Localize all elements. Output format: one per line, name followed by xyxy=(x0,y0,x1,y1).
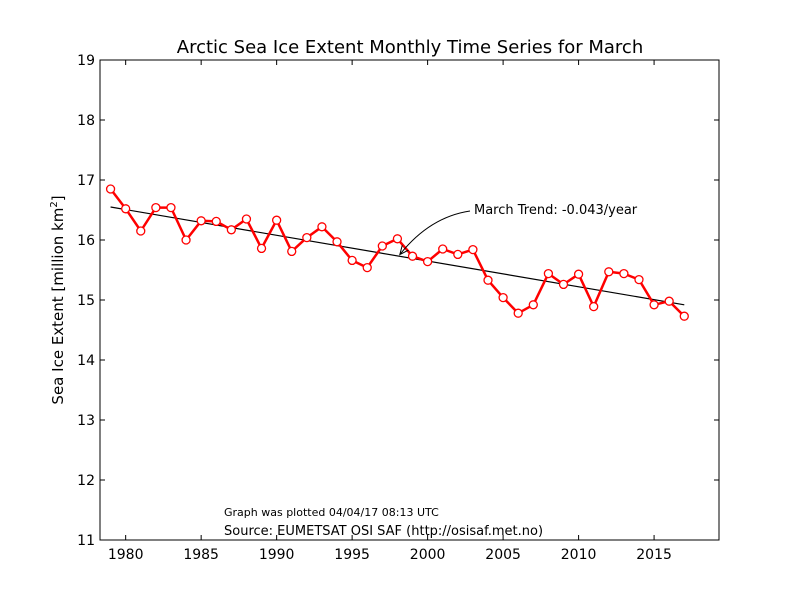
x-tick-label: 2015 xyxy=(636,547,672,563)
trend-line xyxy=(110,206,685,306)
x-tick-label: 2010 xyxy=(561,547,597,563)
y-tick-label: 15 xyxy=(77,293,95,309)
y-axis-label-end: ] xyxy=(49,195,67,201)
annotation-arrow xyxy=(400,210,471,254)
data-point xyxy=(226,225,236,235)
data-point xyxy=(121,204,131,214)
y-tick-label: 13 xyxy=(77,413,95,429)
data-point xyxy=(332,237,342,247)
y-tick-label: 12 xyxy=(77,473,95,489)
y-tick-label: 17 xyxy=(77,173,95,189)
data-point xyxy=(271,215,282,225)
data-point xyxy=(543,268,554,279)
data-point xyxy=(287,246,297,257)
data-point xyxy=(483,275,493,285)
data-point xyxy=(498,292,508,303)
data-point xyxy=(151,202,161,213)
data-point xyxy=(302,232,312,243)
x-axis: 1980 1985 1990 1995 2000 2005 2010 2015 xyxy=(108,60,672,563)
data-point xyxy=(377,241,387,251)
data-point xyxy=(241,214,252,224)
x-tick-label: 1985 xyxy=(183,547,219,563)
data-point xyxy=(256,243,267,254)
y-axis-label: Sea Ice Extent [million km2] xyxy=(49,195,67,404)
data-point xyxy=(664,296,674,306)
y-axis-label-sup: 2 xyxy=(49,201,60,207)
data-point xyxy=(679,311,689,321)
x-tick-label: 2000 xyxy=(410,547,446,563)
data-point xyxy=(619,268,629,279)
data-point xyxy=(181,235,191,245)
y-axis: 11 12 13 14 15 16 17 18 19 xyxy=(77,53,719,549)
x-tick-label: 1990 xyxy=(259,547,295,563)
data-point xyxy=(513,308,523,318)
y-tick-label: 19 xyxy=(77,53,95,69)
y-tick-label: 14 xyxy=(77,353,95,369)
data-point xyxy=(166,202,176,213)
data-point xyxy=(438,244,448,254)
data-point xyxy=(317,222,327,232)
data-point xyxy=(362,262,372,273)
plotted-note: Graph was plotted 04/04/17 08:13 UTC xyxy=(224,506,439,519)
data-point xyxy=(468,244,478,255)
data-point xyxy=(211,216,221,227)
plot-area xyxy=(99,59,720,541)
data-point xyxy=(453,249,463,260)
data-point xyxy=(558,279,569,290)
x-tick-label: 1980 xyxy=(108,547,144,563)
data-point xyxy=(136,226,146,236)
chart-title: Arctic Sea Ice Extent Monthly Time Serie… xyxy=(177,37,643,58)
x-tick-label: 2005 xyxy=(485,547,521,563)
data-point xyxy=(649,300,659,310)
y-tick-label: 11 xyxy=(77,533,95,549)
data-point xyxy=(422,256,433,267)
data-point xyxy=(528,300,538,310)
y-tick-label: 18 xyxy=(77,113,95,129)
data-point xyxy=(589,301,599,312)
data-point xyxy=(105,184,116,194)
data-point xyxy=(573,269,584,279)
trend-annotation: March Trend: -0.043/year xyxy=(474,203,638,218)
data-point xyxy=(347,255,357,266)
y-axis-label-main: Sea Ice Extent [million km xyxy=(49,208,67,405)
x-tick-label: 1995 xyxy=(334,547,370,563)
plot-frame xyxy=(99,59,720,541)
data-point xyxy=(634,274,644,285)
data-point xyxy=(604,267,614,277)
source-note: Source: EUMETSAT OSI SAF (http://osisaf.… xyxy=(224,524,543,539)
data-point xyxy=(407,251,418,261)
series-points xyxy=(105,184,689,321)
data-point xyxy=(392,234,403,244)
y-tick-label: 16 xyxy=(77,233,95,249)
data-point xyxy=(196,216,206,226)
